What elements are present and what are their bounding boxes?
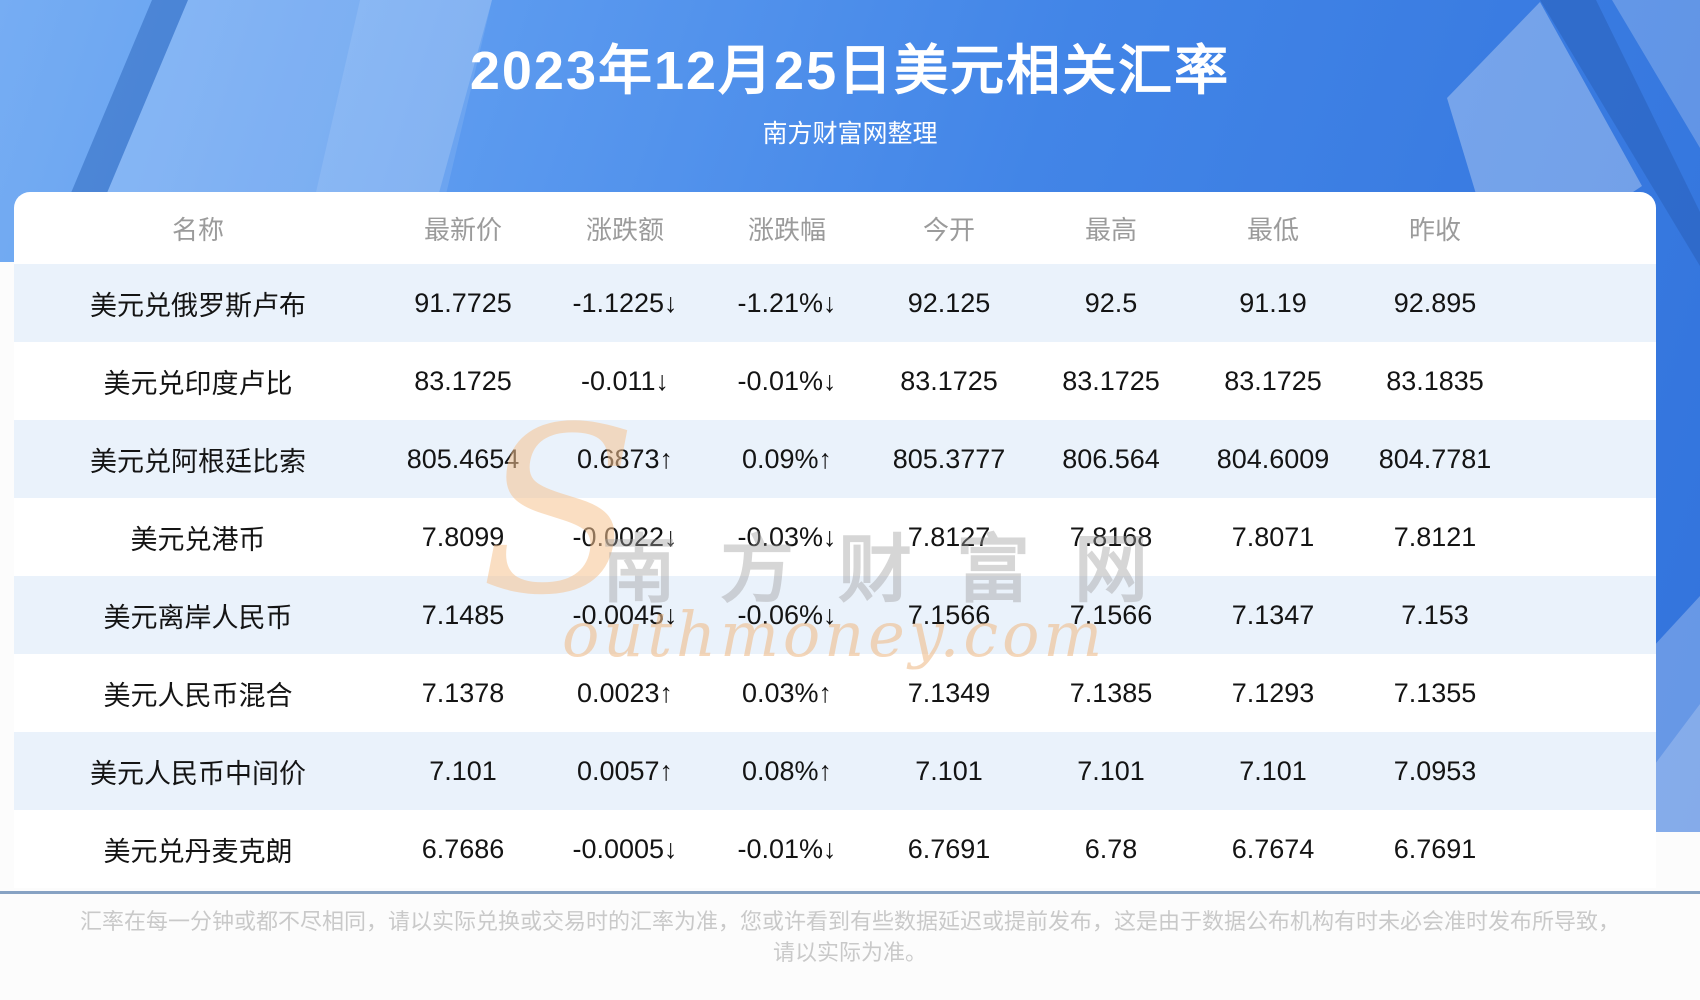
high-cell: 7.101 bbox=[1077, 755, 1145, 786]
filler-cell bbox=[1516, 576, 1656, 654]
currency-name-cell: 美元兑丹麦克朗 bbox=[103, 836, 293, 867]
bottom-divider-line bbox=[0, 891, 1700, 894]
filler-cell bbox=[1516, 654, 1656, 732]
currency-name-cell: 美元兑阿根廷比索 bbox=[90, 446, 306, 477]
col-header-high: 最高 bbox=[1084, 214, 1137, 245]
filler-cell bbox=[1516, 732, 1656, 810]
change-pct-cell: -1.21%↓ bbox=[737, 287, 837, 318]
currency-name-cell: 美元人民币中间价 bbox=[90, 758, 306, 789]
prev-close-cell: 92.895 bbox=[1393, 287, 1477, 318]
last-price-cell: 805.4654 bbox=[406, 443, 520, 474]
prev-close-cell: 83.1835 bbox=[1386, 365, 1484, 396]
high-cell: 7.1385 bbox=[1069, 677, 1153, 708]
high-cell: 806.564 bbox=[1062, 443, 1160, 474]
col-header-change: 涨跌额 bbox=[585, 214, 664, 245]
low-cell: 83.1725 bbox=[1224, 365, 1322, 396]
last-price-cell: 7.8099 bbox=[421, 521, 505, 552]
table-row: 美元兑港币 7.8099 -0.0022↓ -0.03%↓ 7.8127 7.8… bbox=[14, 498, 1656, 576]
change-pct-cell: 0.03%↑ bbox=[741, 677, 833, 708]
open-cell: 7.1566 bbox=[907, 599, 991, 630]
disclaimer-line-2: 请以实际为准。 bbox=[772, 940, 927, 965]
currency-name-cell: 美元离岸人民币 bbox=[103, 602, 293, 633]
currency-name-cell: 美元兑印度卢比 bbox=[103, 368, 293, 399]
high-cell: 6.78 bbox=[1084, 833, 1138, 864]
change-cell: -0.0005↓ bbox=[572, 833, 678, 864]
high-cell: 7.8168 bbox=[1069, 521, 1153, 552]
table-header-row: 名称 最新价 涨跌额 涨跌幅 今开 最高 最低 昨收 bbox=[14, 192, 1656, 264]
open-cell: 7.1349 bbox=[907, 677, 991, 708]
change-pct-cell: -0.06%↓ bbox=[737, 599, 837, 630]
change-pct-cell: -0.01%↓ bbox=[737, 833, 837, 864]
col-header-open: 今开 bbox=[922, 214, 975, 245]
last-price-cell: 7.1378 bbox=[421, 677, 505, 708]
prev-close-cell: 7.8121 bbox=[1393, 521, 1477, 552]
change-pct-cell: -0.01%↓ bbox=[737, 365, 837, 396]
change-pct-cell: 0.09%↑ bbox=[741, 443, 833, 474]
prev-close-cell: 804.7781 bbox=[1378, 443, 1492, 474]
last-price-cell: 7.101 bbox=[429, 755, 497, 786]
col-header-prev-close: 昨收 bbox=[1408, 214, 1461, 245]
high-cell: 83.1725 bbox=[1062, 365, 1160, 396]
last-price-cell: 7.1485 bbox=[421, 599, 505, 630]
table-row: 美元兑俄罗斯卢布 91.7725 -1.1225↓ -1.21%↓ 92.125… bbox=[14, 264, 1656, 342]
currency-name-cell: 美元兑俄罗斯卢布 bbox=[90, 290, 306, 321]
change-cell: -1.1225↓ bbox=[572, 287, 678, 318]
low-cell: 804.6009 bbox=[1216, 443, 1330, 474]
filler-cell bbox=[1516, 810, 1656, 888]
low-cell: 91.19 bbox=[1239, 287, 1307, 318]
table-row: 美元人民币混合 7.1378 0.0023↑ 0.03%↑ 7.1349 7.1… bbox=[14, 654, 1656, 732]
open-cell: 7.101 bbox=[915, 755, 983, 786]
disclaimer-note: 汇率在每一分钟或都不尽相同，请以实际兑换或交易时的汇率为准，您或许看到有些数据延… bbox=[0, 906, 1700, 968]
last-price-cell: 91.7725 bbox=[414, 287, 512, 318]
low-cell: 7.8071 bbox=[1231, 521, 1315, 552]
low-cell: 7.101 bbox=[1239, 755, 1307, 786]
change-cell: 0.6873↑ bbox=[576, 443, 674, 474]
open-cell: 6.7691 bbox=[907, 833, 991, 864]
change-pct-cell: -0.03%↓ bbox=[737, 521, 837, 552]
col-header-name: 名称 bbox=[171, 214, 224, 245]
table-row: 美元兑印度卢比 83.1725 -0.011↓ -0.01%↓ 83.1725 … bbox=[14, 342, 1656, 420]
currency-name-cell: 美元人民币混合 bbox=[103, 680, 293, 711]
filler-cell bbox=[1516, 342, 1656, 420]
change-cell: 0.0057↑ bbox=[576, 755, 674, 786]
prev-close-cell: 7.153 bbox=[1401, 599, 1469, 630]
change-cell: 0.0023↑ bbox=[576, 677, 674, 708]
table-row: 美元离岸人民币 7.1485 -0.0045↓ -0.06%↓ 7.1566 7… bbox=[14, 576, 1656, 654]
open-cell: 92.125 bbox=[907, 287, 991, 318]
change-cell: -0.011↓ bbox=[580, 365, 670, 396]
page-subtitle: 南方财富网整理 bbox=[762, 120, 938, 148]
open-cell: 805.3777 bbox=[892, 443, 1006, 474]
low-cell: 6.7674 bbox=[1231, 833, 1315, 864]
open-cell: 7.8127 bbox=[907, 521, 991, 552]
change-pct-cell: 0.08%↑ bbox=[741, 755, 833, 786]
filler-cell bbox=[1516, 498, 1656, 576]
change-cell: -0.0045↓ bbox=[572, 599, 678, 630]
rates-table: 名称 最新价 涨跌额 涨跌幅 今开 最高 最低 昨收 美元兑俄罗斯卢布 91.7… bbox=[14, 192, 1656, 888]
col-header-filler bbox=[1516, 192, 1656, 264]
change-cell: -0.0022↓ bbox=[572, 521, 678, 552]
filler-cell bbox=[1516, 420, 1656, 498]
table-row: 美元兑阿根廷比索 805.4654 0.6873↑ 0.09%↑ 805.377… bbox=[14, 420, 1656, 498]
filler-cell bbox=[1516, 264, 1656, 342]
table-row: 美元兑丹麦克朗 6.7686 -0.0005↓ -0.01%↓ 6.7691 6… bbox=[14, 810, 1656, 888]
prev-close-cell: 6.7691 bbox=[1393, 833, 1477, 864]
prev-close-cell: 7.1355 bbox=[1393, 677, 1477, 708]
low-cell: 7.1347 bbox=[1231, 599, 1315, 630]
col-header-low: 最低 bbox=[1246, 214, 1299, 245]
high-cell: 92.5 bbox=[1084, 287, 1138, 318]
currency-name-cell: 美元兑港币 bbox=[130, 524, 266, 555]
high-cell: 7.1566 bbox=[1069, 599, 1153, 630]
col-header-change-pct: 涨跌幅 bbox=[747, 214, 826, 245]
col-header-last: 最新价 bbox=[423, 214, 502, 245]
prev-close-cell: 7.0953 bbox=[1393, 755, 1477, 786]
page-title: 2023年12月25日美元相关汇率 bbox=[469, 41, 1231, 101]
rates-table-card: 名称 最新价 涨跌额 涨跌幅 今开 最高 最低 昨收 美元兑俄罗斯卢布 91.7… bbox=[14, 192, 1656, 888]
open-cell: 83.1725 bbox=[900, 365, 998, 396]
low-cell: 7.1293 bbox=[1231, 677, 1315, 708]
last-price-cell: 6.7686 bbox=[421, 833, 505, 864]
table-row: 美元人民币中间价 7.101 0.0057↑ 0.08%↑ 7.101 7.10… bbox=[14, 732, 1656, 810]
last-price-cell: 83.1725 bbox=[414, 365, 512, 396]
disclaimer-line-1: 汇率在每一分钟或都不尽相同，请以实际兑换或交易时的汇率为准，您或许看到有些数据延… bbox=[79, 909, 1620, 934]
